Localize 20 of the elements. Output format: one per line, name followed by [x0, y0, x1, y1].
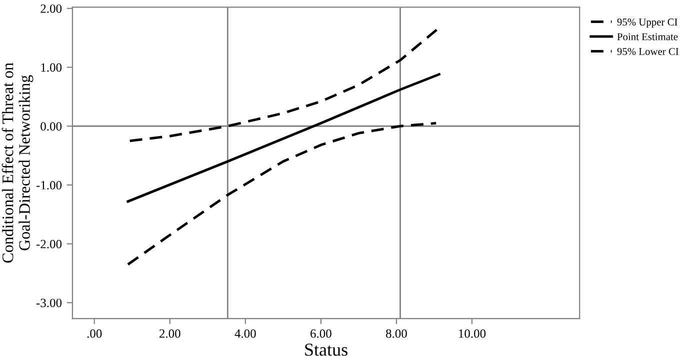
legend-label: Point Estimate	[617, 33, 678, 40]
y-tick-label: 1.00	[41, 63, 62, 72]
line-series	[128, 28, 438, 142]
x-tick-label: 10.00	[459, 329, 486, 338]
x-tick-label: 2.00	[159, 329, 180, 338]
line-series	[126, 122, 438, 266]
x-tick-label: .00	[87, 329, 102, 338]
x-tick-label: 8.00	[386, 329, 407, 338]
y-tick-label: -2.00	[36, 240, 62, 248]
x-tick-label: 4.00	[234, 329, 256, 338]
line-series	[126, 73, 440, 203]
y-tick-label: 0.00	[40, 122, 62, 131]
y-tick-label: 2.00	[40, 4, 62, 13]
y-tick-label: -3.00	[36, 298, 62, 308]
y-axis-title: Conditional Effect of Threat on Goal-Directed Networiking	[2, 62, 34, 263]
legend-label: 95% Lower CI	[617, 48, 678, 56]
x-tick-label: 6.00	[310, 329, 332, 338]
y-tick-label: -1.00	[36, 180, 62, 190]
legend-label: 95% Upper CI	[617, 18, 678, 28]
x-axis-title: Status	[305, 344, 348, 356]
